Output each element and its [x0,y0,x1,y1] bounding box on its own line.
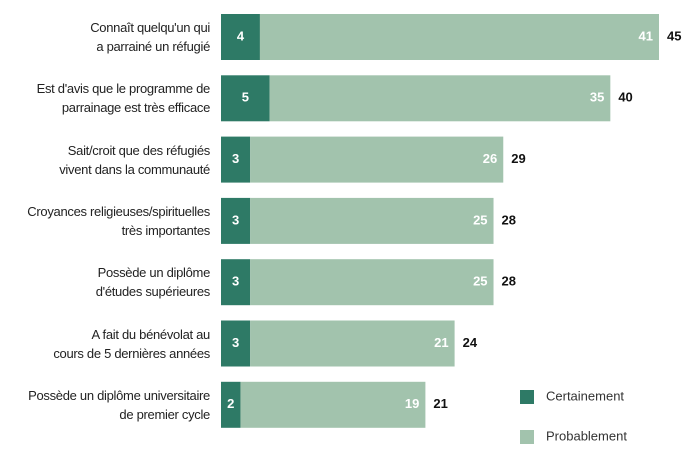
value-label: 21 [434,335,448,350]
category-label: Possède un diplôme d'études supérieures [95,265,211,300]
value-label: 3 [232,212,239,227]
total-label: 40 [618,90,632,105]
bar-segment [250,136,504,183]
bar-segment [221,136,251,183]
value-label: 25 [473,212,487,227]
bar-segment [221,75,270,122]
value-label: 26 [483,151,497,166]
bar-segment [221,320,251,367]
total-label: 24 [463,335,478,350]
bar-segment [221,259,251,306]
value-label: 4 [237,28,245,43]
bar-segment [221,14,260,60]
legend-swatch [520,430,534,444]
bar-segment [250,320,455,367]
category-label: Connaît quelqu'un qui a parrainé un réfu… [90,20,210,54]
value-label: 41 [639,28,653,43]
legend-swatch [520,390,534,404]
bar-segment [221,381,241,428]
value-label: 2 [227,396,234,411]
value-label: 19 [405,396,419,411]
category-label: Sait/croit que des réfugiés vivent dans … [59,142,210,177]
bar-segment [240,381,426,428]
value-label: 35 [590,90,604,105]
total-label: 21 [433,396,447,411]
bar-segment [221,197,251,244]
category-label: A fait du bénévolat au cours de 5 derniè… [53,326,210,361]
category-label: Possède un diplôme universitaire de prem… [28,387,210,422]
value-label: 3 [232,274,239,289]
category-label: Croyances religieuses/spirituelles très … [27,203,210,238]
value-label: 3 [232,151,239,166]
total-label: 29 [511,151,525,166]
bar-segment [259,14,659,60]
bar-segment [269,75,611,122]
category-label: Est d'avis que le programme de parrainag… [36,81,211,116]
bar-segment [250,259,494,306]
bar-segment [250,197,494,244]
total-label: 45 [667,28,681,43]
legend-label: Probablement [546,428,627,443]
legend-label: Certainement [546,388,624,403]
total-label: 28 [502,274,516,289]
value-label: 5 [242,90,249,105]
value-label: 3 [232,335,239,350]
value-label: 25 [473,274,487,289]
total-label: 28 [502,212,516,227]
